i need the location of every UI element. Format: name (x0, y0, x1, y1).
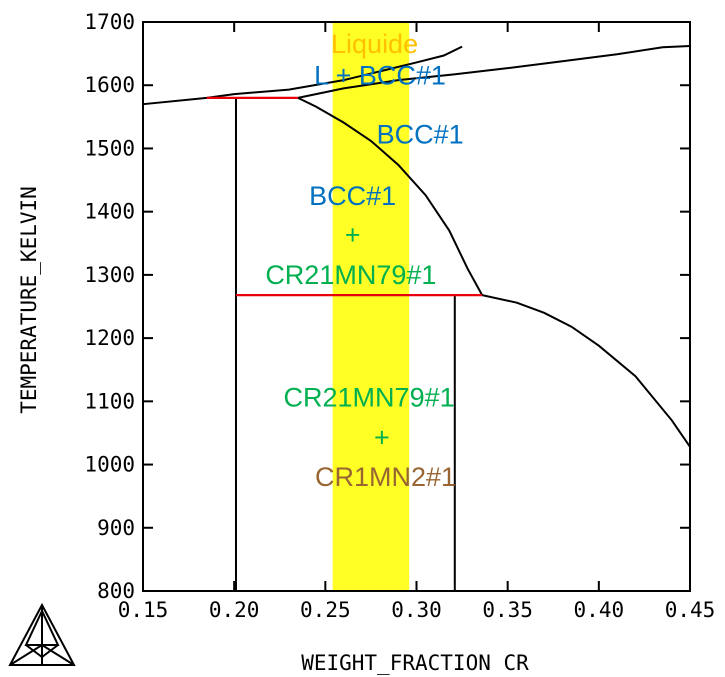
phase-boundary-line (481, 294, 691, 448)
phase-region-label: CR21MN79#1 (265, 260, 436, 290)
phase-boundary-line (297, 96, 484, 296)
ticks-layer: 0.15 0.20 0.25 0.30 0.35 0.40 0.45 800 900 1000 11… (84, 10, 715, 622)
phase-region-label: + (345, 220, 361, 250)
phase-boundary-line (142, 45, 463, 106)
y-tick-label: 1300 (84, 263, 135, 287)
x-tick-label: 0.15 (118, 598, 169, 622)
phase-region-label: L + BCC#1 (314, 61, 446, 91)
x-tick-label: 0.20 (209, 598, 260, 622)
y-tick-label: 1000 (84, 453, 135, 477)
y-tick-label: 1100 (84, 389, 135, 413)
series-layer (142, 45, 691, 591)
x-tick-label: 0.25 (300, 598, 351, 622)
y-tick-label: 1200 (84, 326, 135, 350)
phase-region-label: BCC#1 (309, 181, 396, 211)
phase-region-label: Liquide (331, 29, 418, 59)
x-tick-label: 0.30 (391, 598, 442, 622)
y-tick-label: 1500 (84, 136, 135, 160)
thermo-calc-logo-icon (8, 602, 76, 666)
y-tick-label: 1700 (84, 10, 135, 34)
x-tick-label: 0.40 (574, 598, 625, 622)
y-tick-label: 900 (97, 516, 135, 540)
plot-frame (142, 21, 691, 592)
x-tick-label: 0.35 (482, 598, 533, 622)
y-axis-label: TEMPERATURE_KELVIN (17, 186, 41, 414)
phase-region-label: BCC#1 (377, 120, 464, 150)
phase-region-label: CR1MN2#1 (315, 462, 456, 492)
phase-boundary-line (297, 45, 691, 99)
phase-region-label: + (374, 422, 390, 452)
x-axis-label: WEIGHT_FRACTION CR (301, 651, 529, 675)
y-tick-label: 1600 (84, 73, 135, 97)
phase-region-label: CR21MN79#1 (284, 383, 455, 413)
x-tick-label: 0.45 (665, 598, 716, 622)
y-tick-label: 1400 (84, 200, 135, 224)
y-tick-label: 800 (97, 579, 135, 603)
highlight-band (332, 22, 410, 591)
